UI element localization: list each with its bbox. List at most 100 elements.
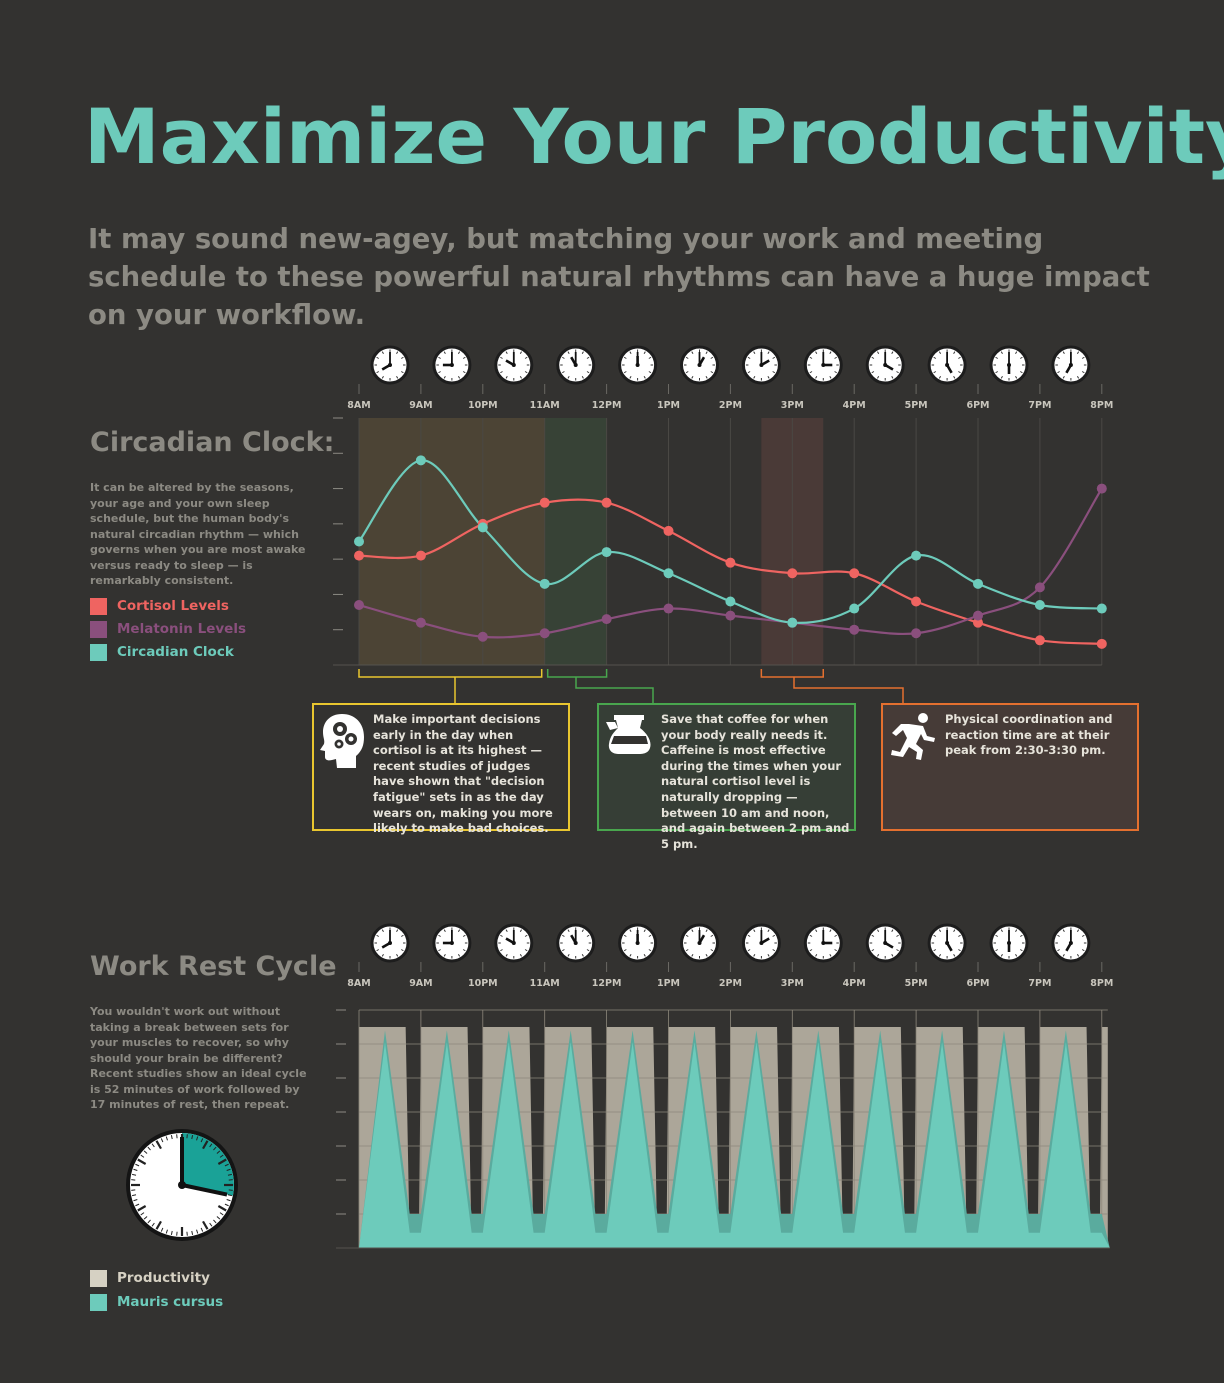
clock-tick [1000, 929, 1003, 932]
clock-tick [500, 949, 503, 952]
cortisol-point [601, 497, 612, 508]
legend-mauris-label: Mauris cursus [117, 1294, 224, 1310]
clock-center [883, 941, 888, 945]
clock-tick [958, 949, 961, 952]
clock-tick [643, 954, 646, 957]
clock-tick [871, 356, 875, 359]
clock-tick [581, 954, 584, 957]
clock-tick [1062, 351, 1065, 354]
time-label: 8PM [1090, 978, 1113, 989]
clock-tick [995, 356, 998, 359]
work-clock-tick [155, 1140, 162, 1150]
range-bracket [358, 669, 543, 678]
clock-tick [871, 371, 875, 374]
clock-tick [933, 371, 937, 374]
clock-tick [809, 934, 813, 937]
clock-tick [505, 376, 508, 379]
callout-coordination-text: Physical coordination and reaction time … [945, 712, 1113, 758]
melatonin-point [539, 628, 550, 639]
clock-tick [519, 929, 522, 932]
clock-tick [829, 376, 832, 379]
mauris-swatch [90, 1293, 107, 1311]
clock-tick [586, 934, 590, 937]
clock-tick [834, 356, 837, 359]
time-label: 1PM [657, 400, 680, 411]
clock-center [573, 941, 578, 945]
clock-tick [1062, 954, 1065, 957]
clock-tick [953, 954, 956, 957]
work-clock-tick [170, 1230, 173, 1235]
work-clock-tick [196, 1136, 199, 1141]
clock-tick [1057, 934, 1060, 937]
circadian-point [663, 568, 674, 579]
work-clock-tick [227, 1194, 232, 1197]
clock-tick [629, 376, 632, 379]
clock-tick [809, 371, 813, 374]
clock-center [573, 363, 578, 367]
clock-tick [381, 351, 384, 354]
clock-tick [685, 949, 689, 952]
mauris-area [359, 1042, 1110, 1248]
cortisol-point [1034, 635, 1045, 646]
clock-tick [562, 371, 565, 374]
clock-tick [1076, 351, 1080, 354]
clock-icon [1051, 923, 1091, 963]
clock-tick [381, 954, 384, 957]
circadian-point [911, 550, 922, 561]
clock-tick [524, 949, 528, 952]
clock-tick [767, 376, 770, 379]
time-label: 11AM [530, 400, 560, 411]
clock-tick [877, 929, 880, 932]
clock-tick [747, 356, 751, 359]
clock-tick [753, 929, 756, 932]
clock-tick [691, 351, 694, 354]
bracket-connector [793, 677, 904, 703]
clock-tick [896, 356, 899, 359]
clock-icon [370, 345, 410, 385]
time-label: 7PM [1028, 978, 1051, 989]
work-clock-tick [202, 1220, 209, 1230]
clock-tick [648, 371, 652, 374]
clock-tick [443, 954, 446, 957]
time-label: 11AM [530, 978, 560, 989]
work-clock-center [178, 1181, 186, 1189]
work-clock-tick [137, 1205, 147, 1212]
clock-center [635, 363, 640, 367]
clock-tick [705, 929, 708, 932]
clock-tick [648, 949, 652, 952]
clock-tick [623, 356, 627, 359]
work-clock-tick [216, 1216, 221, 1220]
clock-center [1068, 363, 1073, 367]
clock-center [821, 941, 826, 945]
work-clock-tick [140, 1154, 145, 1158]
clock-tick [705, 376, 708, 379]
clock-tick [524, 371, 528, 374]
time-label: 4PM [843, 400, 866, 411]
clock-tick [1000, 954, 1003, 957]
clock-tick [767, 954, 770, 957]
time-label: 7PM [1028, 400, 1051, 411]
time-label: 10PM [468, 400, 498, 411]
range-bracket [546, 669, 608, 678]
work-clock-tick [196, 1229, 199, 1234]
melatonin-point [601, 614, 612, 625]
clock-tick [753, 954, 756, 957]
clock-tick [953, 351, 956, 354]
time-label: 4PM [843, 978, 866, 989]
circadian-point [725, 596, 736, 607]
circadian-description: It can be altered by the seasons, your a… [90, 481, 306, 587]
clock-tick [938, 351, 942, 354]
work-clock-tick [135, 1163, 140, 1167]
clock-tick [562, 934, 565, 937]
clock-tick [1076, 376, 1080, 379]
clock-tick [995, 949, 998, 952]
clock-tick [1020, 371, 1023, 374]
clock-tick [1015, 376, 1018, 379]
work-clock-hour-hand [181, 1183, 228, 1197]
clock-tick [443, 376, 446, 379]
clock-tick [891, 376, 894, 379]
clock-tick [1000, 376, 1003, 379]
circadian-point [477, 522, 488, 533]
cortisol-point [787, 568, 798, 579]
